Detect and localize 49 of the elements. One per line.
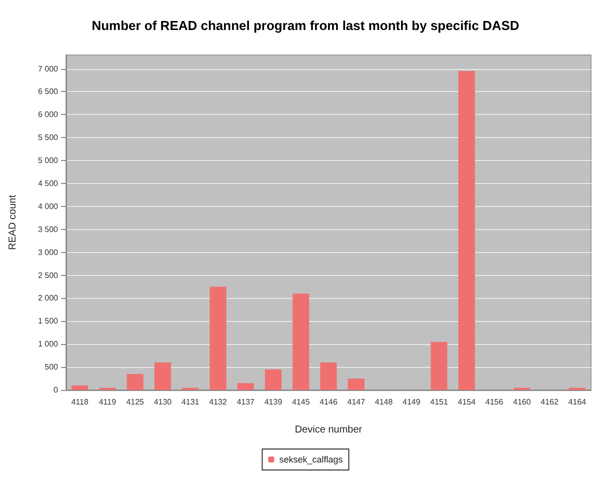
y-tick-label: 1 000	[38, 340, 59, 349]
y-tick-label: 6 000	[38, 110, 59, 120]
x-tick-label: 4146	[320, 398, 338, 406]
x-tick-label: 4125	[126, 398, 145, 406]
x-tick-label: 4160	[513, 398, 532, 406]
y-tick-label: 7 000	[38, 64, 59, 74]
y-tick-label: 500	[44, 362, 59, 372]
y-tick-label: 4 500	[38, 178, 59, 188]
bar	[292, 294, 310, 390]
legend-label: seksek_calflags	[279, 454, 344, 464]
x-tick-label: 4119	[98, 398, 117, 406]
bar	[430, 342, 448, 390]
x-tick-label: 4139	[264, 398, 283, 406]
x-tick-label: 4147	[347, 398, 366, 406]
y-tick-label: 1 500	[38, 316, 59, 326]
bar	[320, 362, 337, 390]
y-tick-label: 6 500	[38, 87, 59, 96]
x-axis-title: Device number	[294, 424, 363, 436]
y-tick-label: 0	[54, 386, 59, 394]
bar	[154, 362, 171, 390]
x-tick-label: 4156	[485, 398, 504, 406]
x-tick-label: 4118	[71, 398, 89, 406]
y-axis-title: READ count	[8, 194, 18, 250]
x-tick-label: 4137	[236, 398, 256, 406]
y-tick-label: 2 000	[38, 294, 59, 303]
bar	[264, 369, 282, 390]
x-tick-label: 4130	[154, 398, 172, 406]
y-tick-label: 4 000	[38, 202, 59, 211]
bar	[72, 385, 88, 390]
bar	[237, 383, 254, 390]
x-tick-label: 4151	[430, 398, 448, 406]
x-tick-label: 4154	[458, 398, 476, 406]
x-tick-label: 4132	[209, 398, 228, 406]
x-tick-label: 4145	[292, 398, 310, 406]
y-tick-label: 2 500	[38, 270, 59, 280]
x-tick-label: 4149	[402, 398, 421, 406]
y-tick-label: 3 500	[38, 224, 59, 234]
y-tick-label: 3 000	[38, 248, 59, 257]
x-tick-label: 4131	[181, 398, 200, 406]
x-tick-label: 4148	[374, 398, 394, 406]
y-tick-label: 5 500	[38, 133, 59, 142]
bar	[348, 378, 364, 390]
x-tick-label: 4164	[568, 398, 587, 406]
bar	[458, 71, 475, 390]
chart-title: Number of READ channel program from last month by specific DASD	[92, 18, 520, 33]
x-tick-label: 4162	[540, 398, 559, 406]
bar	[126, 374, 144, 390]
y-tick-label: 5 000	[38, 156, 59, 166]
bar	[210, 286, 226, 390]
